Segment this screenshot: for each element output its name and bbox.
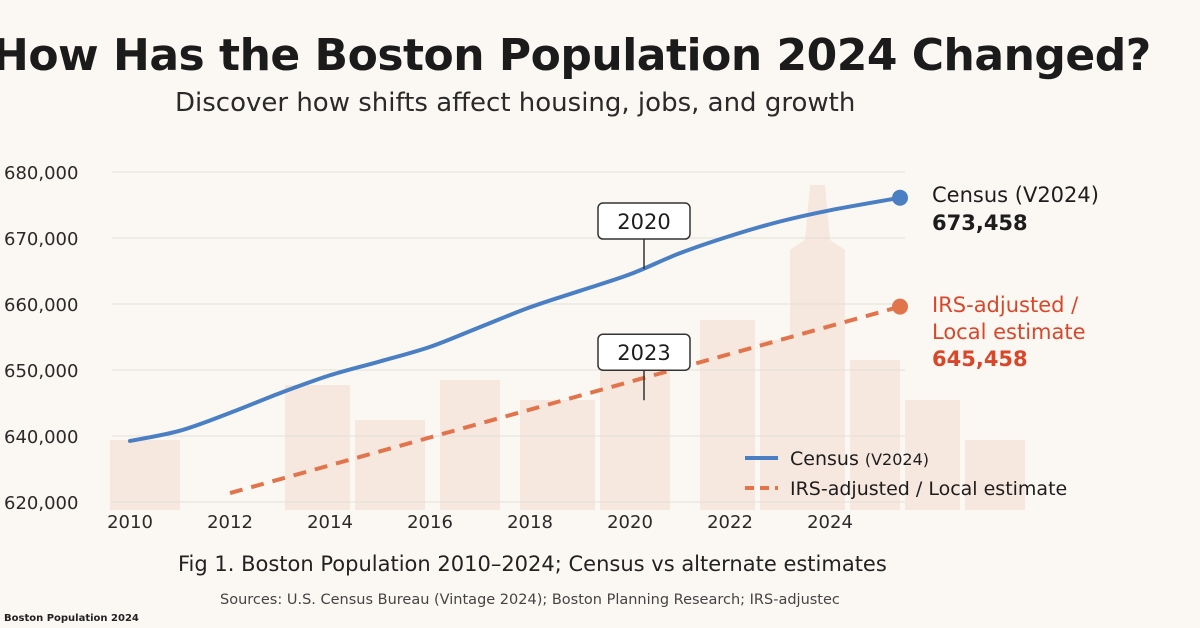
annotation-1: 2023 bbox=[597, 333, 691, 401]
annotation-label: 2020 bbox=[617, 210, 670, 234]
y-tick-label: 680,000 bbox=[4, 163, 78, 184]
end-label-text: IRS-adjusted / bbox=[932, 293, 1079, 317]
legend-series-name: IRS-adjusted / Local estimate bbox=[790, 478, 1067, 500]
page-title: How Has the Boston Population 2024 Chang… bbox=[0, 30, 1151, 81]
legend-series-suffix: (V2024) bbox=[865, 450, 929, 469]
y-tick-label: 670,000 bbox=[4, 229, 78, 250]
figure-caption: Fig 1. Boston Population 2010–2024; Cens… bbox=[178, 552, 887, 576]
y-tick-label: 660,000 bbox=[4, 295, 78, 316]
y-tick-label: 650,000 bbox=[4, 361, 78, 382]
footer-label: Boston Population 2024 bbox=[4, 613, 139, 624]
end-label-value: 645,458 bbox=[932, 347, 1028, 371]
series-lines bbox=[128, 189, 908, 496]
series-line-1 bbox=[229, 304, 901, 496]
x-tick-label: 2012 bbox=[207, 512, 253, 533]
y-tick-label: 620,000 bbox=[4, 493, 78, 514]
x-tick-label: 2018 bbox=[507, 512, 553, 533]
x-tick-label: 2010 bbox=[107, 512, 153, 533]
end-label-text: Local estimate bbox=[932, 320, 1086, 344]
sources-text: Sources: U.S. Census Bureau (Vintage 202… bbox=[220, 592, 840, 608]
legend-label-0: Census (V2024) bbox=[790, 448, 929, 470]
x-tick-label: 2020 bbox=[607, 512, 653, 533]
series-end-point-1 bbox=[892, 298, 908, 315]
x-tick-label: 2014 bbox=[307, 512, 353, 533]
annotation-label: 2023 bbox=[617, 341, 670, 365]
end-label-text: Census (V2024) bbox=[932, 183, 1099, 207]
x-tick-label: 2016 bbox=[407, 512, 453, 533]
y-axis-ticks: 620,000 640,000 650,000 660,000 670,000 680,0… bbox=[4, 163, 78, 514]
series-line-0 bbox=[128, 195, 902, 443]
legend-label-1: IRS-adjusted / Local estimate bbox=[790, 478, 1067, 500]
end-labels: Census (V2024) 673,458 IRS-adjusted / Local… bbox=[932, 183, 1099, 371]
x-tick-label: 2022 bbox=[707, 512, 753, 533]
legend-series-name: Census bbox=[790, 448, 859, 470]
end-label-value: 673,458 bbox=[932, 211, 1028, 235]
y-tick-label: 640,000 bbox=[4, 427, 78, 448]
annotations: 2020 2023 bbox=[597, 202, 691, 401]
x-axis-ticks: 2010 2012 2014 2016 2018 2020 2022 2024 bbox=[107, 512, 853, 533]
series-end-point-0 bbox=[892, 189, 908, 206]
x-tick-label: 2024 bbox=[807, 512, 853, 533]
annotation-0: 2020 bbox=[597, 202, 691, 270]
page-subtitle: Discover how shifts affect housing, jobs… bbox=[175, 88, 856, 118]
grid bbox=[112, 171, 905, 503]
legend: Census (V2024) IRS-adjusted / Local estima… bbox=[745, 448, 1067, 500]
